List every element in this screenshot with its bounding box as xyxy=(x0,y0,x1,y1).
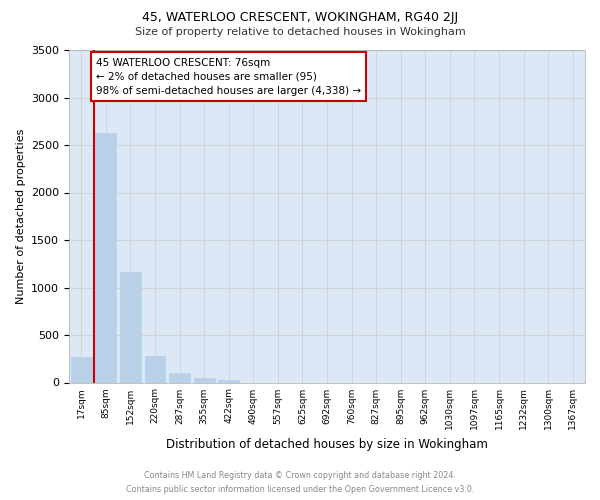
Bar xyxy=(120,272,141,382)
Text: 45, WATERLOO CRESCENT, WOKINGHAM, RG40 2JJ: 45, WATERLOO CRESCENT, WOKINGHAM, RG40 2… xyxy=(142,11,458,24)
Text: Contains HM Land Registry data © Crown copyright and database right 2024.
Contai: Contains HM Land Registry data © Crown c… xyxy=(126,472,474,494)
Text: 45 WATERLOO CRESCENT: 76sqm
← 2% of detached houses are smaller (95)
98% of semi: 45 WATERLOO CRESCENT: 76sqm ← 2% of deta… xyxy=(96,58,361,96)
X-axis label: Distribution of detached houses by size in Wokingham: Distribution of detached houses by size … xyxy=(166,438,488,451)
Bar xyxy=(95,132,116,382)
Bar xyxy=(145,356,166,382)
Bar xyxy=(71,357,92,382)
Bar xyxy=(169,374,190,382)
Bar xyxy=(218,380,239,382)
Bar xyxy=(194,378,215,382)
Y-axis label: Number of detached properties: Number of detached properties xyxy=(16,128,26,304)
Text: Size of property relative to detached houses in Wokingham: Size of property relative to detached ho… xyxy=(134,27,466,37)
